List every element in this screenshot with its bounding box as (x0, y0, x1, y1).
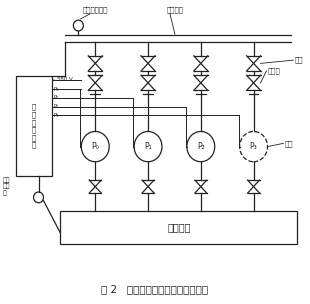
Text: - 380 V: - 380 V (53, 77, 73, 82)
Text: P₃: P₃ (53, 113, 59, 118)
Circle shape (240, 131, 268, 162)
Text: 闸阀: 闸阀 (294, 57, 303, 64)
Text: 管路系统: 管路系统 (166, 6, 184, 13)
Circle shape (81, 131, 109, 162)
Text: 水位
传感
器: 水位 传感 器 (3, 177, 10, 196)
Text: P₀: P₀ (91, 142, 99, 151)
Text: 止回阀: 止回阀 (268, 67, 280, 74)
Text: 图 2   水泵组合优化变频调速原理图: 图 2 水泵组合优化变频调速原理图 (101, 285, 209, 295)
Circle shape (134, 131, 162, 162)
Text: 水泵: 水泵 (284, 140, 293, 147)
Text: P₂: P₂ (53, 104, 59, 109)
Text: 电接点压力表: 电接点压力表 (82, 6, 108, 13)
Text: 低位水池: 低位水池 (167, 223, 191, 233)
Text: 可
编
程
控
制
器: 可 编 程 控 制 器 (32, 104, 36, 148)
Circle shape (187, 131, 215, 162)
Text: P₁: P₁ (53, 95, 59, 100)
Text: P₀: P₀ (53, 87, 59, 92)
Bar (60, 212, 297, 244)
Bar (16, 76, 52, 176)
Text: P₁: P₁ (144, 142, 152, 151)
Text: P₃: P₃ (250, 142, 257, 151)
Text: P₂: P₂ (197, 142, 205, 151)
